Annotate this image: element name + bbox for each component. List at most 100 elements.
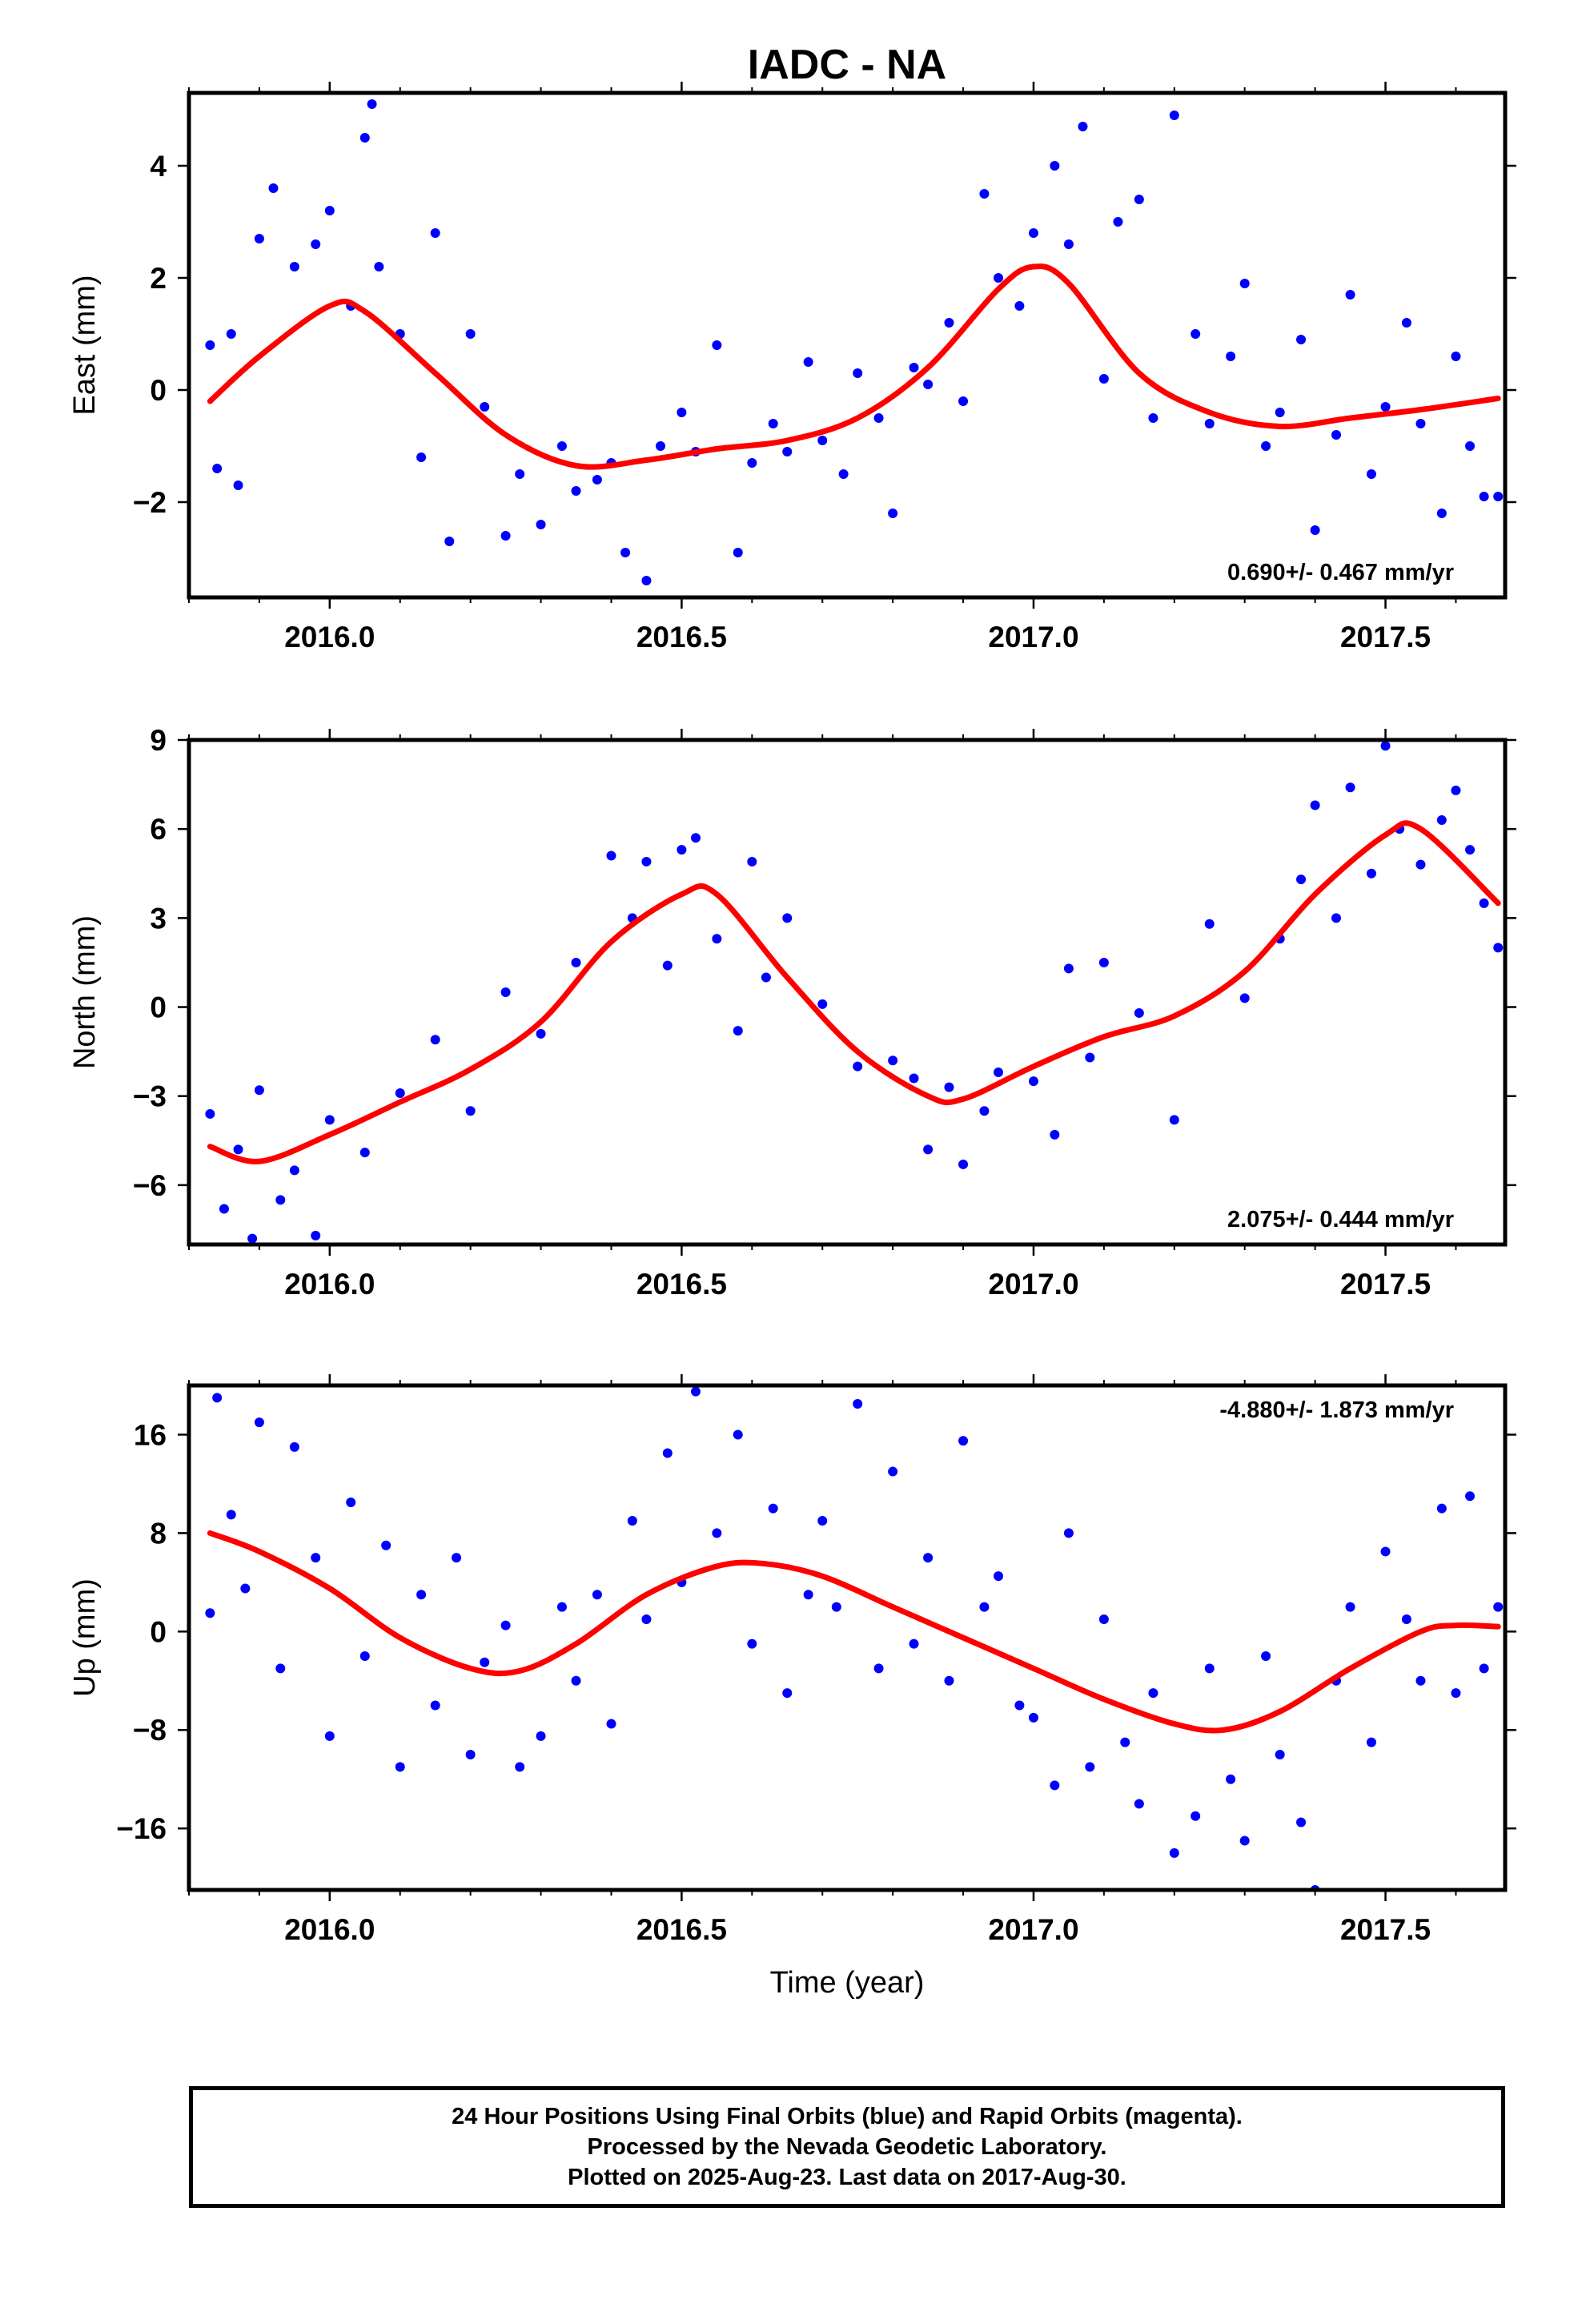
up-data-point	[515, 1762, 525, 1772]
up-data-point	[1451, 1688, 1461, 1699]
up-data-point	[909, 1638, 919, 1649]
north-data-point	[817, 999, 828, 1009]
up-panel: 2016.0 2016.5 2017.0 2017.5 −16 −8 0 8 16 Up (mm)…	[68, 1374, 1516, 1946]
figure-title: IADC - NA	[748, 42, 946, 88]
up-data-point	[1366, 1737, 1376, 1747]
north-x-tick-label: 2017.5	[1340, 1268, 1431, 1301]
east-y-tick-label: 4	[150, 150, 167, 183]
up-plot-frame	[187, 1383, 1508, 1892]
north-data-point	[662, 960, 673, 971]
east-fit-curve	[207, 263, 1501, 470]
east-data-point	[444, 537, 455, 546]
up-data-point	[873, 1663, 884, 1674]
east-data-point	[1169, 111, 1179, 120]
up-x-tick-label: 2017.5	[1340, 1913, 1431, 1946]
east-data-point	[1113, 217, 1123, 227]
east-y-tick-label: 0	[150, 374, 167, 407]
up-data-point	[1169, 1848, 1179, 1858]
north-data-layer	[205, 741, 1504, 1244]
north-data-point	[733, 1026, 743, 1036]
up-data-point	[1275, 1749, 1285, 1759]
up-fit-curve	[207, 1530, 1501, 1734]
north-data-point	[1479, 898, 1489, 908]
up-data-point	[254, 1417, 264, 1428]
north-y-tick-label: 9	[150, 724, 167, 757]
up-data-point	[690, 1386, 701, 1397]
up-data-point	[381, 1540, 391, 1550]
north-y-tick-label: 0	[150, 991, 167, 1024]
up-data-point	[979, 1602, 990, 1612]
north-data-point	[233, 1144, 243, 1155]
up-data-point	[359, 1651, 370, 1662]
footer-line-1: 24 Hour Positions Using Final Orbits (bl…	[452, 2104, 1243, 2129]
up-data-point	[712, 1528, 722, 1538]
up-y-axis-title: Up (mm)	[68, 1578, 102, 1697]
up-data-point	[817, 1516, 828, 1526]
up-data-point	[1296, 1817, 1307, 1827]
up-data-point	[226, 1510, 236, 1520]
north-data-point	[1366, 868, 1376, 879]
up-data-point	[346, 1497, 356, 1507]
east-data-point	[1261, 441, 1271, 451]
up-data-point	[205, 1608, 215, 1618]
east-data-point	[1063, 239, 1074, 249]
north-data-point	[1415, 859, 1426, 870]
up-data-point	[1345, 1602, 1355, 1612]
up-data-point	[1239, 1835, 1250, 1846]
north-data-point	[1239, 993, 1250, 1003]
east-data-point	[1415, 419, 1426, 428]
north-data-point	[1380, 741, 1391, 751]
up-data-point	[240, 1583, 251, 1594]
up-y-tick-label: 0	[150, 1615, 167, 1648]
up-x-tick-label: 2017.0	[988, 1913, 1078, 1946]
east-data-point	[1098, 374, 1109, 384]
footer-info-box: 24 Hour Positions Using Final Orbits (bl…	[189, 2086, 1505, 2208]
east-data-point	[1204, 419, 1215, 428]
up-data-point	[853, 1399, 863, 1409]
east-data-point	[233, 480, 243, 490]
east-data-point	[838, 469, 849, 479]
north-x-tick-label: 2016.0	[284, 1268, 375, 1301]
north-data-point	[690, 833, 701, 843]
up-data-point	[430, 1700, 440, 1711]
up-data-point	[641, 1614, 652, 1624]
east-x-tick-label: 2016.0	[284, 621, 375, 653]
east-data-point	[817, 436, 828, 445]
panels: 2016.0 2016.5 2017.0 2017.5 −2 0 2 4 East (mm) 0.…	[68, 82, 1516, 1946]
east-data-point	[768, 419, 778, 428]
north-data-point	[247, 1233, 258, 1244]
east-data-layer	[205, 99, 1504, 585]
north-data-point	[712, 934, 722, 944]
north-data-point	[761, 972, 771, 983]
up-y-tick-label: −8	[133, 1714, 167, 1747]
north-data-point	[782, 913, 793, 923]
east-data-point	[592, 475, 602, 485]
north-data-point	[275, 1195, 286, 1205]
east-data-point	[1148, 413, 1158, 423]
north-data-point	[219, 1204, 229, 1214]
up-data-point	[1493, 1602, 1504, 1612]
east-data-point	[1296, 335, 1307, 344]
east-data-point	[536, 520, 546, 529]
north-data-point	[747, 856, 757, 866]
east-data-point	[641, 576, 652, 585]
east-data-point	[1436, 509, 1447, 518]
up-data-point	[803, 1590, 813, 1600]
up-data-point	[500, 1620, 511, 1630]
up-data-point	[1191, 1811, 1201, 1821]
east-data-point	[1310, 525, 1320, 535]
east-data-point	[1479, 492, 1489, 501]
east-y-tick-label: 2	[150, 262, 167, 295]
north-data-point	[641, 856, 652, 866]
up-rate-label: -4.880+/- 1.873 mm/yr	[1219, 1397, 1454, 1423]
east-data-point	[958, 396, 969, 406]
east-data-point	[289, 262, 299, 271]
east-data-point	[853, 368, 863, 378]
up-data-point	[747, 1638, 757, 1649]
up-data-point	[768, 1503, 778, 1514]
north-data-point	[1063, 963, 1074, 974]
up-data-point	[1415, 1675, 1426, 1686]
up-data-point	[1380, 1546, 1391, 1557]
north-y-tick-label: −6	[133, 1169, 167, 1202]
east-data-point	[1345, 290, 1355, 300]
